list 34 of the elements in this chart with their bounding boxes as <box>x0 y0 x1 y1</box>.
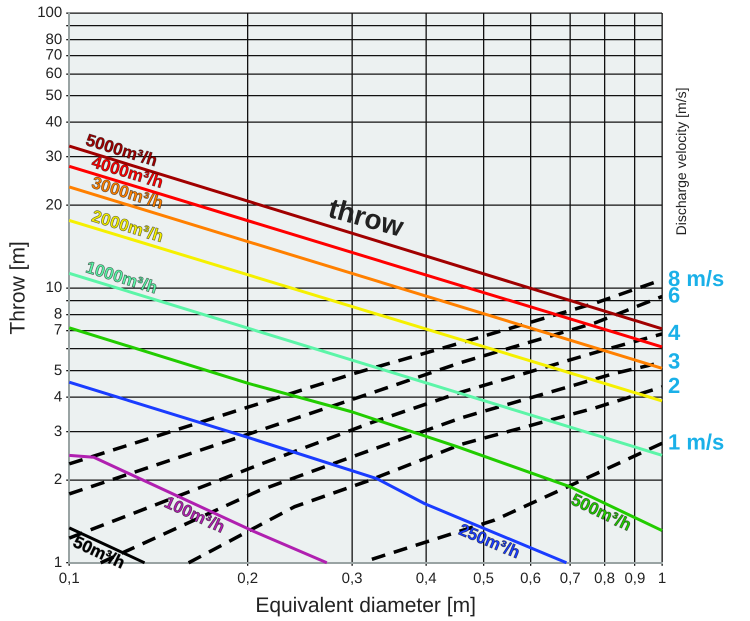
series-label: 2 <box>668 373 680 398</box>
y-tick-label: 3 <box>54 422 62 440</box>
y-tick-label: 5 <box>54 362 62 379</box>
y-tick-label: 7 <box>54 322 62 339</box>
x-tick-label: 0,9 <box>624 570 646 587</box>
y-tick-label: 30 <box>46 148 62 165</box>
y-tick-label: 40 <box>46 114 62 131</box>
y-tick-label: 50 <box>46 86 62 104</box>
x-tick-label: 0,8 <box>594 570 615 587</box>
y-tick-label: 4 <box>54 388 62 406</box>
annotation: throw <box>325 192 408 243</box>
x-tick-label: 0,7 <box>560 570 581 587</box>
x-tick-label: 0,5 <box>473 570 494 587</box>
y-tick-label: 1 <box>54 554 62 571</box>
x-tick-label: 0,1 <box>58 570 80 587</box>
y-axis-title: Throw [m] <box>6 241 30 335</box>
x-tick-label: 0,3 <box>342 570 362 587</box>
x-tick-label: 0,2 <box>237 570 258 587</box>
y-tick-label: 8 <box>54 306 62 323</box>
series-label: 4 <box>668 320 681 346</box>
x-axis-title: Equivalent diameter [m] <box>255 594 476 618</box>
x-tick-label: 0,4 <box>416 570 437 587</box>
y2-axis-title: Discharge velocity [m/s] <box>672 88 689 236</box>
y-tick-label: 80 <box>46 30 62 48</box>
y-tick-label: 20 <box>46 196 62 214</box>
y-tick-label: 70 <box>46 46 62 64</box>
x-tick-label: 1 <box>658 570 666 587</box>
series-label: 3 <box>668 348 680 374</box>
x-tick-label: 0,6 <box>520 570 541 587</box>
y-tick-label: 10 <box>46 279 62 296</box>
y-tick-label: 60 <box>46 65 62 82</box>
y-tick-label: 2 <box>54 471 62 488</box>
y-tick-label: 100 <box>37 4 62 22</box>
series-label: 1 m/s <box>668 429 724 454</box>
